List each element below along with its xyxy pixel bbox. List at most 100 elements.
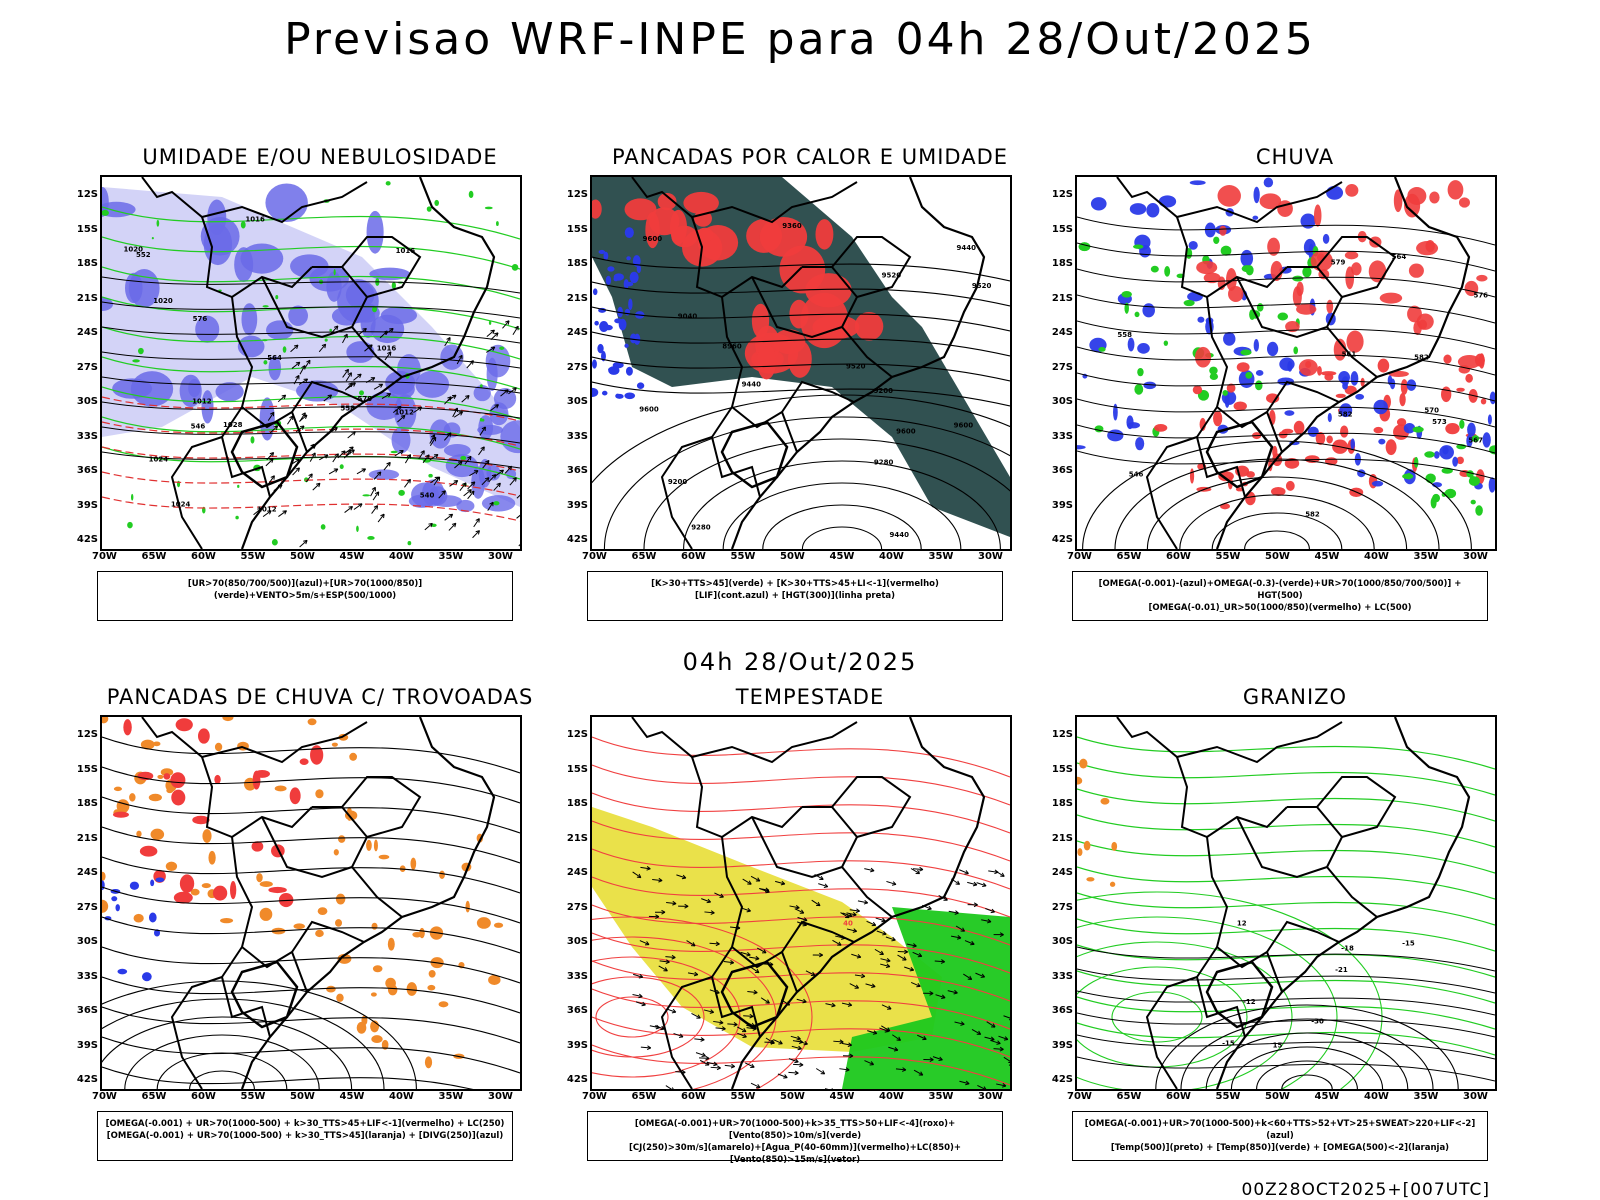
contour-label: 570 [357,395,372,403]
lon-tick-label: 65W [1116,551,1142,562]
lat-tick-label: 21S [76,832,98,844]
longitude-axis: 70W 65W 60W 55W 50W 45W 40W 35W 30W [582,551,1012,565]
lon-tick-label: 65W [141,551,167,562]
lat-tick-label: 15S [566,223,588,235]
legend-line: [OMEGA(-0.001)+UR>70(1000-500)+k>35_TTS>… [634,1119,956,1141]
lat-tick-label: 33S [566,430,588,442]
contour-label: 9600 [896,427,916,435]
lon-tick-label: 70W [92,1091,117,1102]
map-panel-tempestade: TEMPESTADE 12S 15S 18S 21S 24S 27S 30S 33S 36S 39S… [560,685,1060,1175]
lon-tick-label: 50W [290,1091,315,1102]
contour-label: 9440 [957,244,977,252]
lon-tick-label: 35W [438,1091,464,1102]
lat-tick-label: 30S [1051,936,1073,947]
forecast-map: 40 [590,715,1012,1091]
contour-label: 9520 [846,362,866,370]
contour-label: 1024 [149,456,169,464]
lon-tick-label: 30W [978,1091,1003,1102]
lon-tick-label: 40W [389,1091,414,1102]
latitude-axis: 12S 15S 18S 21S 24S 27S 30S 33S 36S 39S 42S [560,715,590,1091]
lat-tick-label: 21S [1051,832,1073,844]
lat-tick-label: 36S [566,465,588,476]
lat-tick-label: 18S [1051,258,1073,269]
legend-line: [K>30+TTS>45](verde) + [K>30+TTS>45+LI<-… [651,579,939,589]
contour-label: 573 [1432,418,1447,426]
lat-tick-label: 33S [76,970,98,982]
lon-tick-label: 55W [240,1091,266,1102]
panel-title: TEMPESTADE [735,685,885,709]
lat-tick-label: 27S [76,361,98,373]
map-canvas: 582 582 582 579 576 573 570 567 564 561 558 546 [1077,177,1495,549]
contour-label: 567 [1468,437,1483,445]
lon-tick-label: 55W [1215,551,1241,562]
lat-tick-label: 21S [566,832,588,844]
contour-label: 1020 [153,297,173,305]
latitude-axis: 12S 15S 18S 21S 24S 27S 30S 33S 36S 39S 42S [70,175,100,551]
contour-label: 570 [1424,407,1439,415]
contour-label: 576 [193,315,208,323]
contour-label: 9200 [668,478,688,486]
panel-legend: [OMEGA(-0.001) + UR>70(1000-500) + k>30_… [97,1111,513,1161]
contour-label: -15 [1402,940,1415,948]
forecast-map: 582 582 582 579 576 573 570 567 564 561 558 546 [1075,175,1497,551]
lat-tick-label: 24S [1051,327,1073,338]
contour-label: 582 [1305,511,1320,519]
valid-time-label: 04h 28/Out/2025 [682,648,918,676]
contour-label: 1028 [223,421,243,429]
contour-label: 9440 [889,531,909,539]
contour-label: 9600 [639,405,659,413]
lon-tick-label: 60W [191,1091,216,1102]
contour-label: 1012 [192,397,212,405]
lat-tick-label: 12S [566,729,588,740]
lon-tick-label: 40W [1364,1091,1389,1102]
lat-tick-label: 15S [1051,223,1073,235]
lon-tick-label: 70W [582,551,607,562]
longitude-axis: 70W 65W 60W 55W 50W 45W 40W 35W 30W [92,1091,522,1105]
lon-tick-label: 45W [1314,551,1340,562]
lat-tick-label: 33S [76,430,98,442]
panel-legend: [UR>70(850/700/500)](azul)+[UR>70(1000/8… [97,571,513,621]
lat-tick-label: 30S [76,396,98,407]
lon-tick-label: 60W [1166,1091,1191,1102]
lat-tick-label: 36S [76,465,98,476]
lat-tick-label: 42S [566,1074,588,1085]
contour-label: 1016 [396,247,416,255]
contour-label: 9040 [678,313,698,321]
lon-tick-label: 45W [339,1091,365,1102]
contour-label: 579 [1331,259,1346,267]
lat-tick-label: 15S [1051,763,1073,775]
lat-tick-label: 39S [76,499,98,511]
lon-tick-label: 60W [681,1091,706,1102]
latitude-axis: 12S 15S 18S 21S 24S 27S 30S 33S 36S 39S 42S [560,175,590,551]
contour-label: 9440 [742,381,762,389]
lat-tick-label: 36S [1051,1005,1073,1016]
legend-line: [CJ(250)>30m/s](amarelo)+[Agua_P(40-60mm… [628,1143,962,1165]
panel-title: UMIDADE E/OU NEBULOSIDADE [142,145,498,169]
contour-label: 9520 [972,282,992,290]
contour-label: 546 [191,422,206,430]
lon-tick-label: 65W [1116,1091,1142,1102]
contour-label: 540 [420,492,435,500]
lon-tick-label: 70W [582,1091,607,1102]
lat-tick-label: 21S [1051,292,1073,304]
forecast-map: -12 -15 -15 -18 -21 -30 12 15 [1075,715,1497,1091]
map-canvas: 1012 1012 1012 1016 1016 1016 1020 1020 1024 1024… [102,177,520,549]
map-panel-chuva: CHUVA 12S 15S 18S 21S 24S 27S 30S 33S 36S 39S 42S 58… [1045,145,1545,635]
legend-line: [OMEGA(-0.001)-(azul)+OMEGA(-0.3)-(verde… [1098,579,1462,601]
map-canvas: 9600 9600 9600 9520 9520 9520 9440 9440 9440 9360… [592,177,1010,549]
legend-line: [LIF](cont.azul) + [HGT(300)](linha pret… [694,591,896,601]
lon-tick-label: 30W [488,551,513,562]
lat-tick-label: 42S [1051,1074,1073,1085]
legend-line: [OMEGA(-0.001) + UR>70(1000-500) + k>30_… [106,1131,504,1141]
latitude-axis: 12S 15S 18S 21S 24S 27S 30S 33S 36S 39S 42S [1045,175,1075,551]
lat-tick-label: 12S [1051,729,1073,740]
lon-tick-label: 55W [730,1091,756,1102]
contour-label: 40 [843,920,853,928]
panel-title: PANCADAS POR CALOR E UMIDADE [611,145,1009,169]
lat-tick-label: 36S [566,1005,588,1016]
lon-tick-label: 50W [780,1091,805,1102]
contour-label: -12 [1243,998,1256,1006]
lat-tick-label: 39S [76,1039,98,1051]
contour-label: 1020 [124,246,144,254]
lon-tick-label: 60W [191,551,216,562]
